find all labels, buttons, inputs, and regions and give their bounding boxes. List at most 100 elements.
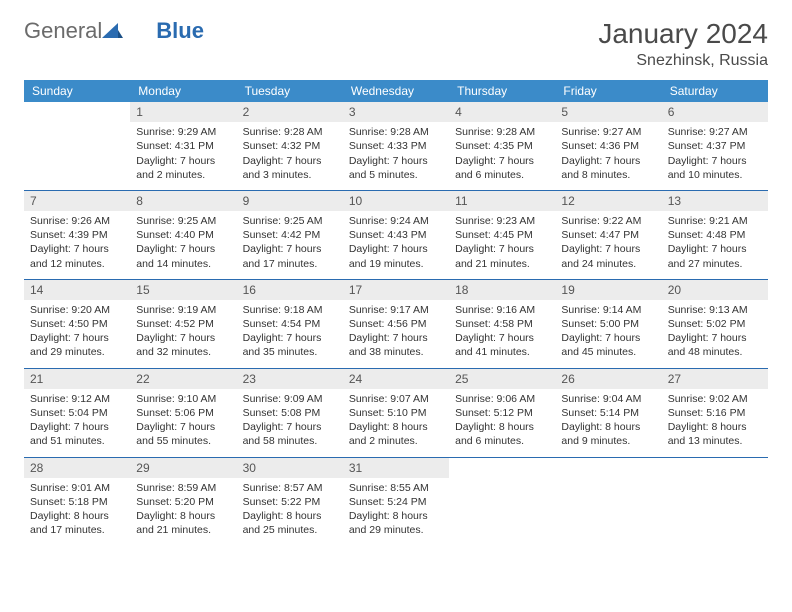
location-text: Snezhinsk, Russia	[598, 52, 768, 70]
day-number: 13	[662, 191, 768, 211]
sunrise-text: Sunrise: 9:09 AM	[243, 392, 337, 406]
sunset-text: Sunset: 5:08 PM	[243, 406, 337, 420]
sunrise-text: Sunrise: 9:27 AM	[561, 125, 655, 139]
calendar-day: 20Sunrise: 9:13 AMSunset: 5:02 PMDayligh…	[662, 279, 768, 368]
calendar-week: 1Sunrise: 9:29 AMSunset: 4:31 PMDaylight…	[24, 102, 768, 190]
sunrise-text: Sunrise: 9:26 AM	[30, 214, 124, 228]
daylight-text: Daylight: 7 hours and 17 minutes.	[243, 242, 337, 270]
brand-logo: General Blue	[24, 18, 204, 44]
daylight-text: Daylight: 8 hours and 2 minutes.	[349, 420, 443, 448]
sunrise-text: Sunrise: 9:01 AM	[30, 481, 124, 495]
day-number: 22	[130, 369, 236, 389]
day-number: 27	[662, 369, 768, 389]
calendar-body: 1Sunrise: 9:29 AMSunset: 4:31 PMDaylight…	[24, 102, 768, 545]
calendar-day: 1Sunrise: 9:29 AMSunset: 4:31 PMDaylight…	[130, 102, 236, 190]
day-number: 20	[662, 280, 768, 300]
day-number: 26	[555, 369, 661, 389]
sunset-text: Sunset: 4:39 PM	[30, 228, 124, 242]
daylight-text: Daylight: 8 hours and 9 minutes.	[561, 420, 655, 448]
sunset-text: Sunset: 5:06 PM	[136, 406, 230, 420]
calendar-week: 28Sunrise: 9:01 AMSunset: 5:18 PMDayligh…	[24, 457, 768, 545]
calendar-day: 26 Sunrise: 9:04 AMSunset: 5:14 PMDayligh…	[555, 368, 661, 457]
day-number: 14	[24, 280, 130, 300]
dayhead-fri: Friday	[555, 80, 661, 102]
day-number: 15	[130, 280, 236, 300]
dayhead-sat: Saturday	[662, 80, 768, 102]
sunset-text: Sunset: 5:00 PM	[561, 317, 655, 331]
daylight-text: Daylight: 7 hours and 41 minutes.	[455, 331, 549, 359]
sunset-text: Sunset: 4:37 PM	[668, 139, 762, 153]
day-number: 29	[130, 458, 236, 478]
day-number: 18	[449, 280, 555, 300]
sunset-text: Sunset: 4:48 PM	[668, 228, 762, 242]
day-number: 31	[343, 458, 449, 478]
day-number: 4	[449, 102, 555, 122]
daylight-text: Daylight: 7 hours and 8 minutes.	[561, 154, 655, 182]
calendar-day	[449, 457, 555, 545]
day-number: 7	[24, 191, 130, 211]
calendar-day: 29Sunrise: 8:59 AMSunset: 5:20 PMDayligh…	[130, 457, 236, 545]
day-number: 21	[24, 369, 130, 389]
sunrise-text: Sunrise: 9:17 AM	[349, 303, 443, 317]
calendar-day: 18Sunrise: 9:16 AMSunset: 4:58 PMDayligh…	[449, 279, 555, 368]
sunrise-text: Sunrise: 9:16 AM	[455, 303, 549, 317]
calendar-day: 24Sunrise: 9:07 AMSunset: 5:10 PMDayligh…	[343, 368, 449, 457]
day-number: 1	[130, 102, 236, 122]
daylight-text: Daylight: 7 hours and 38 minutes.	[349, 331, 443, 359]
sunset-text: Sunset: 4:42 PM	[243, 228, 337, 242]
sunrise-text: Sunrise: 9:13 AM	[668, 303, 762, 317]
calendar-day: 2Sunrise: 9:28 AMSunset: 4:32 PMDaylight…	[237, 102, 343, 190]
calendar-day: 7Sunrise: 9:26 AMSunset: 4:39 PMDaylight…	[24, 190, 130, 279]
sunset-text: Sunset: 4:43 PM	[349, 228, 443, 242]
sunset-text: Sunset: 4:56 PM	[349, 317, 443, 331]
calendar-day: 13Sunrise: 9:21 AMSunset: 4:48 PMDayligh…	[662, 190, 768, 279]
sunrise-text: Sunrise: 9:28 AM	[349, 125, 443, 139]
calendar-table: Sunday Monday Tuesday Wednesday Thursday…	[24, 80, 768, 545]
sunset-text: Sunset: 5:20 PM	[136, 495, 230, 509]
calendar-day: 27Sunrise: 9:02 AMSunset: 5:16 PMDayligh…	[662, 368, 768, 457]
day-number: 17	[343, 280, 449, 300]
calendar-day: 4Sunrise: 9:28 AMSunset: 4:35 PMDaylight…	[449, 102, 555, 190]
sunset-text: Sunset: 5:14 PM	[561, 406, 655, 420]
sunrise-text: Sunrise: 9:14 AM	[561, 303, 655, 317]
daylight-text: Daylight: 7 hours and 45 minutes.	[561, 331, 655, 359]
calendar-week: 14Sunrise: 9:20 AMSunset: 4:50 PMDayligh…	[24, 279, 768, 368]
day-number: 25	[449, 369, 555, 389]
sunrise-text: Sunrise: 9:24 AM	[349, 214, 443, 228]
sunrise-text: Sunrise: 9:07 AM	[349, 392, 443, 406]
sunset-text: Sunset: 4:36 PM	[561, 139, 655, 153]
calendar-day: 28Sunrise: 9:01 AMSunset: 5:18 PMDayligh…	[24, 457, 130, 545]
sunset-text: Sunset: 5:18 PM	[30, 495, 124, 509]
day-number: 12	[555, 191, 661, 211]
day-number: 2	[237, 102, 343, 122]
day-number: 8	[130, 191, 236, 211]
sunrise-text: Sunrise: 9:10 AM	[136, 392, 230, 406]
daylight-text: Daylight: 7 hours and 24 minutes.	[561, 242, 655, 270]
brand-part2: Blue	[156, 18, 204, 44]
daylight-text: Daylight: 7 hours and 21 minutes.	[455, 242, 549, 270]
sunrise-text: Sunrise: 9:27 AM	[668, 125, 762, 139]
sunrise-text: Sunrise: 9:04 AM	[561, 392, 655, 406]
day-number: 30	[237, 458, 343, 478]
daylight-text: Daylight: 8 hours and 21 minutes.	[136, 509, 230, 537]
daylight-text: Daylight: 8 hours and 17 minutes.	[30, 509, 124, 537]
daylight-text: Daylight: 8 hours and 29 minutes.	[349, 509, 443, 537]
calendar-day: 16Sunrise: 9:18 AMSunset: 4:54 PMDayligh…	[237, 279, 343, 368]
daylight-text: Daylight: 8 hours and 13 minutes.	[668, 420, 762, 448]
calendar-day: 19Sunrise: 9:14 AMSunset: 5:00 PMDayligh…	[555, 279, 661, 368]
sunset-text: Sunset: 5:24 PM	[349, 495, 443, 509]
sunrise-text: Sunrise: 9:25 AM	[136, 214, 230, 228]
sunrise-text: Sunrise: 8:57 AM	[243, 481, 337, 495]
sunrise-text: Sunrise: 9:22 AM	[561, 214, 655, 228]
page-title: January 2024	[598, 18, 768, 50]
day-number: 10	[343, 191, 449, 211]
sunrise-text: Sunrise: 9:28 AM	[243, 125, 337, 139]
calendar-day: 25Sunrise: 9:06 AMSunset: 5:12 PMDayligh…	[449, 368, 555, 457]
daylight-text: Daylight: 7 hours and 2 minutes.	[136, 154, 230, 182]
calendar-week: 21Sunrise: 9:12 AMSunset: 5:04 PMDayligh…	[24, 368, 768, 457]
calendar-day: 14Sunrise: 9:20 AMSunset: 4:50 PMDayligh…	[24, 279, 130, 368]
sunset-text: Sunset: 5:02 PM	[668, 317, 762, 331]
sunrise-text: Sunrise: 9:23 AM	[455, 214, 549, 228]
daylight-text: Daylight: 7 hours and 35 minutes.	[243, 331, 337, 359]
dayhead-wed: Wednesday	[343, 80, 449, 102]
